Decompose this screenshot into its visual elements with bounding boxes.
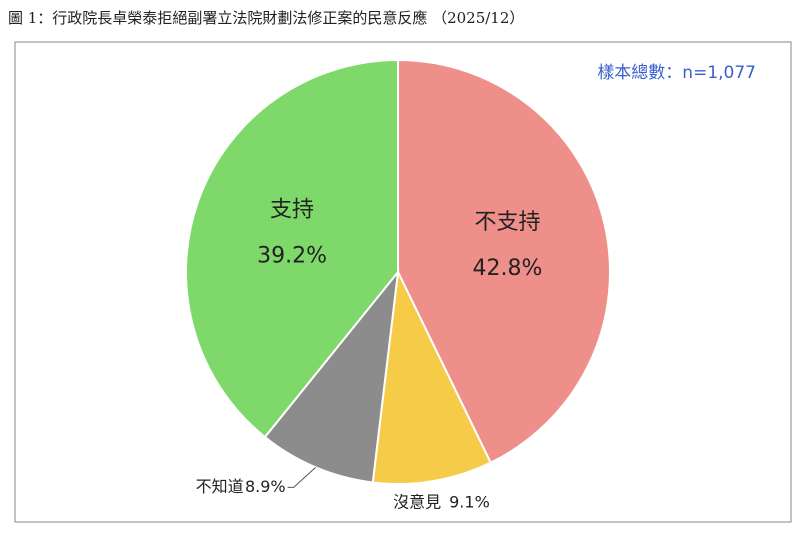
leader-line xyxy=(287,466,316,488)
slice-label: 不知道 xyxy=(196,477,244,496)
chart-title: 圖 1：行政院長卓榮泰拒絕副署立法院財劃法修正案的民意反應 （2025/12） xyxy=(8,9,524,27)
value-label: 8.9% xyxy=(245,477,286,496)
pie-slice xyxy=(185,58,399,439)
value-label: 9.1% xyxy=(449,493,490,512)
value-label: 42.8% xyxy=(473,256,543,281)
slice-label: 不支持 xyxy=(474,210,540,235)
slice-label: 支持 xyxy=(270,198,314,223)
pie-slice xyxy=(397,58,611,465)
value-label: 39.2% xyxy=(257,244,327,269)
sample-size: 樣本總數：n=1,077 xyxy=(597,63,756,83)
pie-slice xyxy=(371,268,493,485)
slice-label: 沒意見 xyxy=(393,493,441,512)
